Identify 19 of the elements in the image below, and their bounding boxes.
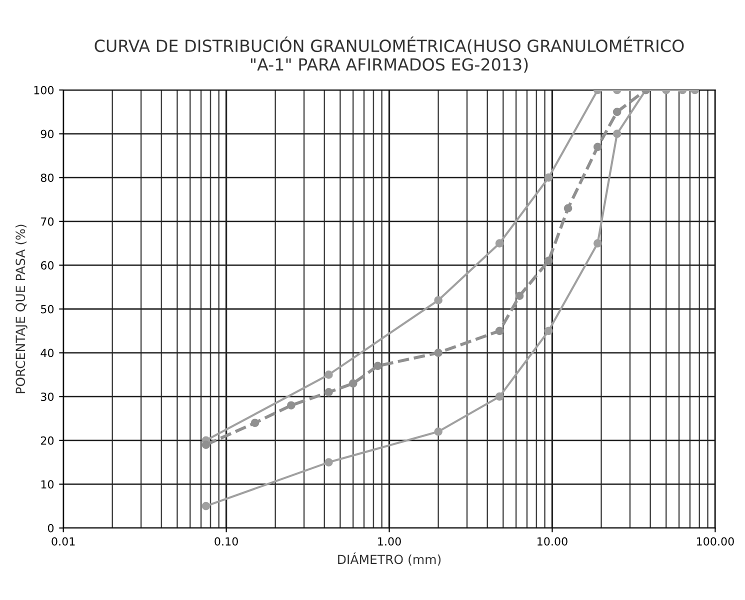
x-tick-label: 0.01 bbox=[52, 537, 75, 546]
x-tick-label: 1.00 bbox=[378, 537, 401, 546]
y-tick-label: 100 bbox=[34, 86, 54, 94]
y-tick-label: 0 bbox=[48, 524, 54, 532]
y-axis-title: PORCENTAJE QUE PASA (%) bbox=[15, 224, 28, 394]
x-tick-label: 0.10 bbox=[214, 537, 238, 546]
y-tick-label: 90 bbox=[40, 130, 54, 138]
x-tick-label: 100.00 bbox=[696, 537, 734, 546]
y-tick-label: 50 bbox=[41, 304, 54, 314]
y-tick-label: 20 bbox=[40, 436, 54, 445]
x-axis-title: DIÁMETRO (mm) bbox=[338, 552, 441, 566]
x-tick-label: 10.00 bbox=[538, 537, 568, 546]
y-tick-label: 70 bbox=[41, 217, 54, 226]
y-tick-label: 30 bbox=[41, 392, 54, 401]
y-tick-label: 80 bbox=[40, 174, 54, 182]
y-tick-label: 60 bbox=[40, 261, 54, 270]
y-tick-label: 40 bbox=[40, 348, 54, 358]
chart-title: CURVA DE DISTRIBUCIÓN GRANULOMÉTRICA(HUSO GRANULOMÉTRICO "A-1" PARA AFIRMADOS EG-2013) bbox=[94, 36, 684, 73]
y-tick-label: 10 bbox=[41, 480, 54, 489]
